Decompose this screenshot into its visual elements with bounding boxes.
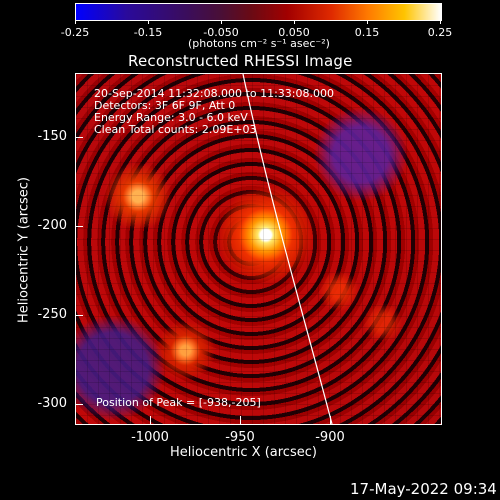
info-line: Detectors: 3F 6F 9F, Att 0 — [94, 99, 236, 112]
x-axis-tick-label: -900 — [315, 430, 345, 445]
solar-limb-overlay — [242, 74, 333, 424]
y-axis-tick — [75, 315, 83, 316]
x-axis-tick-label: -1000 — [131, 430, 169, 445]
footer-date: 17-May-2022 09:34 — [350, 480, 497, 498]
colorbar-tick-label: 0.15 — [354, 26, 380, 39]
y-axis-tick — [75, 137, 83, 138]
colorbar-tick-label: -0.15 — [133, 26, 163, 39]
colorbar-tick-label: 0.25 — [427, 26, 453, 39]
info-line: Clean Total counts: 2.09E+03 — [94, 123, 257, 136]
reconstructed-image: 20-Sep-2014 11:32:08.000 to 11:33:08.000… — [75, 73, 442, 425]
colorbar-tick — [367, 20, 368, 24]
x-axis-tick — [240, 416, 241, 424]
colorbar-tick-label: -0.050 — [203, 26, 239, 39]
y-axis-tick-label: -150 — [37, 129, 67, 144]
plot-title: Reconstructed RHESSI Image — [128, 52, 353, 70]
x-axis-label: Heliocentric X (arcsec) — [170, 445, 317, 460]
colorbar-tick — [148, 20, 149, 24]
x-axis-tick — [150, 416, 151, 424]
colorbar — [75, 3, 442, 21]
colorbar-units: (photons cm⁻² s⁻¹ asec⁻²) — [188, 37, 330, 50]
x-axis-tick — [330, 416, 331, 424]
y-axis-tick-label: -300 — [37, 396, 67, 411]
y-axis-tick-label: -200 — [37, 218, 67, 233]
y-axis-tick — [75, 404, 83, 405]
y-axis-tick — [75, 226, 83, 227]
peak-position-label: Position of Peak = [-938,-205] — [96, 396, 261, 409]
colorbar-tick — [221, 20, 222, 24]
y-axis-tick-label: -250 — [37, 307, 67, 322]
colorbar-tick — [294, 20, 295, 24]
y-axis-label: Heliocentric Y (arcsec) — [16, 177, 32, 323]
info-line: 20-Sep-2014 11:32:08.000 to 11:33:08.000 — [94, 87, 334, 100]
solar-limb-line — [242, 74, 333, 424]
colorbar-tick — [440, 20, 441, 24]
colorbar-tick-label: 0.050 — [278, 26, 310, 39]
colorbar-tick — [75, 20, 76, 24]
info-line: Energy Range: 3.0 - 6.0 keV — [94, 111, 248, 124]
colorbar-tick-label: -0.25 — [60, 26, 90, 39]
x-axis-tick-label: -950 — [225, 430, 255, 445]
